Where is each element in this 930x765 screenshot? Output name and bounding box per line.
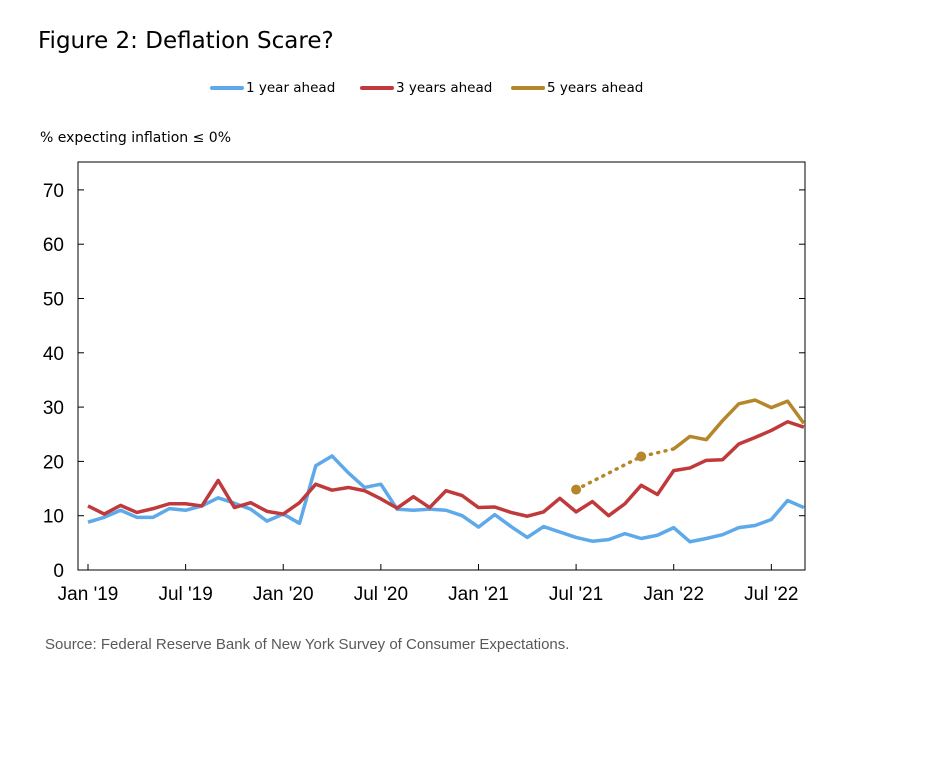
series-line-3-years-ahead [87, 420, 805, 518]
legend-swatch-5-years [511, 86, 545, 90]
series-layer [87, 398, 806, 544]
x-tick-label: Jul '19 [158, 584, 212, 605]
series-line-5-years-ahead [672, 398, 806, 451]
legend-swatch-1-year [210, 86, 244, 90]
legend-item-5-years: 5 years ahead [511, 80, 643, 96]
x-tick-label: Jan '20 [253, 584, 314, 605]
y-tick-label: 10 [43, 507, 64, 528]
plot-area [77, 161, 806, 571]
y-tick-label: 0 [53, 561, 64, 582]
legend: 1 year ahead 3 years ahead 5 years ahead [0, 80, 930, 104]
legend-swatch-3-years [360, 86, 394, 90]
source-note: Source: Federal Reserve Bank of New York… [45, 636, 570, 653]
series-marker-5-years-ahead [571, 484, 582, 495]
y-tick-label: 60 [43, 235, 64, 256]
x-tick-label: Jan '22 [643, 584, 704, 605]
legend-item-1-year: 1 year ahead [210, 80, 335, 96]
y-tick-label: 40 [43, 344, 64, 365]
y-tick-label: 20 [43, 452, 64, 473]
chart-title: Figure 2: Deflation Scare? [38, 28, 334, 54]
y-axis: 0 10 20 30 40 50 60 70 [43, 181, 805, 582]
x-axis: Jan '19 Jul '19 Jan '20 Jul '20 Jan '21 Jul '… [58, 564, 799, 605]
x-tick-label: Jul '22 [744, 584, 798, 605]
y-tick-label: 30 [43, 398, 64, 419]
x-tick-label: Jul '21 [549, 584, 603, 605]
y-tick-label: 50 [43, 290, 64, 311]
legend-item-3-years: 3 years ahead [360, 80, 492, 96]
legend-label-3-years: 3 years ahead [396, 80, 493, 96]
legend-label-5-years: 5 years ahead [547, 80, 644, 96]
series-line-1-year-ahead [87, 454, 805, 544]
x-tick-label: Jul '20 [354, 584, 408, 605]
y-axis-label: % expecting inflation ≤ 0% [40, 130, 232, 146]
x-tick-label: Jan '19 [58, 584, 119, 605]
x-tick-label: Jan '21 [448, 584, 509, 605]
y-tick-label: 70 [43, 181, 64, 202]
legend-label-1-year: 1 year ahead [246, 80, 336, 96]
series-marker-5-years-ahead [636, 451, 647, 462]
series-line-5-years-ahead-dotted [574, 447, 676, 492]
